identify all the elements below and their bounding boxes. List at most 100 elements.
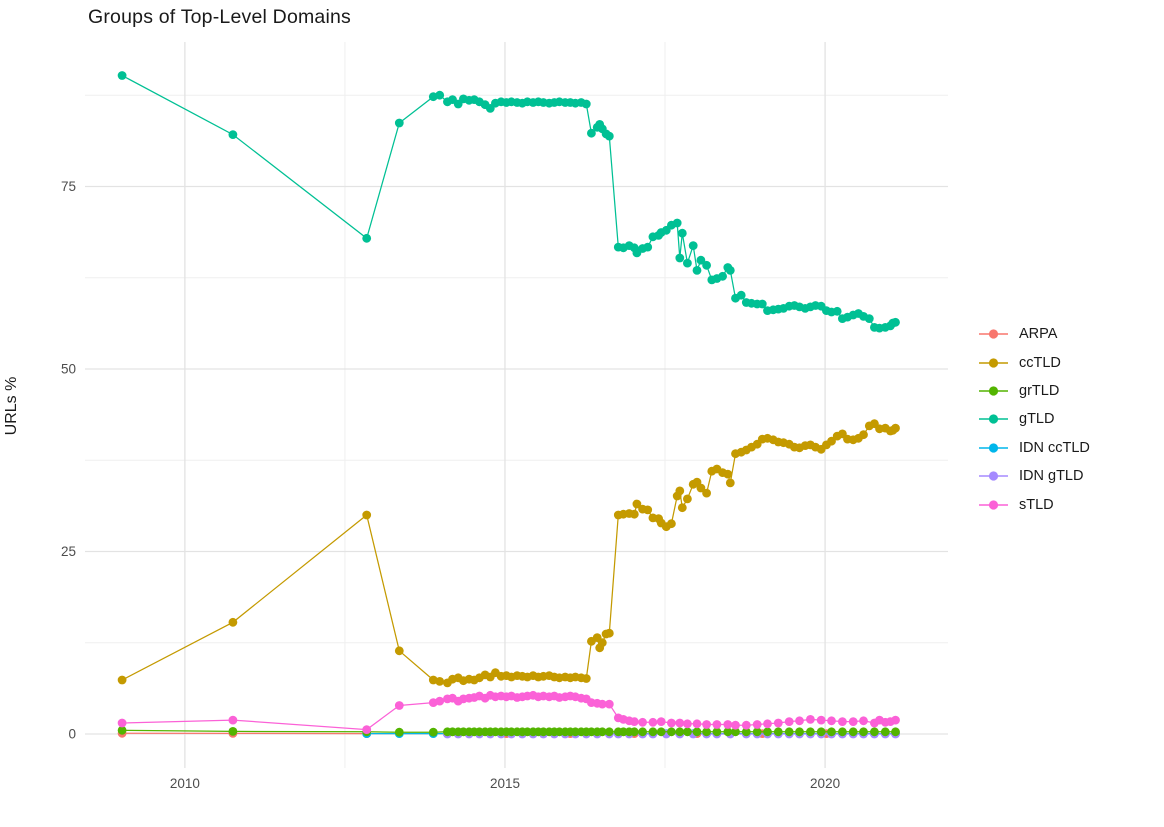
series-cctld-point	[597, 638, 607, 648]
series-grtld-point	[827, 727, 836, 737]
legend-key-point	[988, 357, 999, 368]
legend-key-point	[988, 386, 999, 396]
series-grtld-point	[859, 727, 868, 737]
series-grtld-point	[638, 727, 647, 737]
series-stld-point	[773, 718, 783, 728]
series-stld-point	[597, 699, 607, 709]
legend-item-arpa: ARPA	[977, 320, 1090, 348]
series-gtld-point	[604, 131, 614, 141]
series-gtld-point	[581, 99, 591, 109]
series-gtld-point	[675, 253, 685, 263]
series-stld-point	[859, 716, 868, 726]
legend-item-label: ccTLD	[1019, 354, 1061, 371]
series-gtld-point	[832, 306, 842, 316]
series-stld-point	[816, 715, 826, 725]
series-grtld-point	[683, 727, 692, 737]
series-stld-point	[806, 715, 815, 724]
series-grtld-point	[604, 727, 614, 737]
legend-key-icon-gtld	[979, 414, 1008, 424]
series-stld-point	[723, 720, 733, 729]
series-grtld-point	[723, 727, 733, 737]
series-cctld-point	[629, 509, 639, 519]
series-cctld-point	[117, 675, 127, 685]
series-gtld-point	[683, 258, 692, 268]
gridlines-major	[85, 42, 948, 768]
series-gtld-point	[718, 271, 727, 281]
series-gtld-point	[696, 255, 706, 265]
series-grtld-point	[428, 727, 438, 737]
series-stld-point	[683, 719, 692, 729]
legend-item-label: ARPA	[1019, 326, 1058, 343]
series-cctld-point	[891, 423, 900, 433]
series-grtld-point	[806, 727, 815, 737]
series-gtld-point	[736, 290, 746, 300]
series-gtld-point	[362, 233, 372, 243]
series-gtld-point	[677, 228, 687, 238]
series-gtld-point	[643, 242, 653, 252]
legend-key-icon-stld	[979, 499, 1008, 510]
series-cctld-point	[702, 488, 711, 498]
legend-item-gtld: gTLD	[977, 405, 1090, 433]
legend-item-label: grTLD	[1019, 382, 1060, 399]
series-grtld-point	[702, 727, 711, 737]
series-stld-point	[702, 720, 711, 729]
series-stld-point	[656, 717, 666, 726]
series-grtld-point	[848, 727, 858, 737]
x-tick-label: 2010	[170, 776, 200, 791]
y-tick-label: 0	[68, 726, 76, 741]
series-gtld-point	[702, 260, 711, 270]
series-stld-point	[692, 719, 702, 729]
series-stld-point	[795, 716, 804, 726]
legend-key-point	[988, 443, 999, 453]
series-stld-point	[731, 720, 740, 730]
series-cctld-point	[643, 505, 653, 515]
y-tick-label: 25	[61, 544, 76, 559]
series-gtld-point	[672, 218, 682, 228]
y-axis-tick-labels: 0 25 50 75	[61, 179, 76, 742]
series-stld-point	[362, 725, 372, 734]
series-gtld-point	[435, 90, 445, 100]
series-cctld-point	[581, 674, 591, 683]
legend-item-stld: sTLD	[977, 490, 1090, 518]
series-gtld	[117, 71, 900, 333]
series-grtld-point	[656, 727, 666, 737]
legend-item-label: gTLD	[1019, 411, 1055, 428]
series-cctld-point	[683, 494, 692, 504]
series-grtld-point	[117, 725, 127, 735]
series-cctld	[117, 419, 900, 688]
series-grtld-point	[741, 727, 751, 737]
legend-item-label: IDN ccTLD	[1019, 439, 1090, 456]
legend-item-idn-gtld: IDN gTLD	[977, 462, 1090, 490]
series-grtld-point	[692, 727, 702, 737]
series-grtld-point	[712, 727, 722, 737]
legend-item-idn-cctld: IDN ccTLD	[977, 434, 1090, 462]
y-tick-label: 50	[61, 361, 76, 376]
series-cctld-point	[604, 628, 614, 638]
legend-key-icon-idn-cctld	[979, 443, 1008, 453]
legend: ARPA ccTLD grTLD gTLD IDN ccTLD IDN gTLD sTLD	[977, 320, 1090, 519]
series-grtld-point	[784, 727, 794, 737]
series-cctld-line	[121, 422, 896, 684]
series-stld-point	[827, 716, 836, 726]
series-cctld-point	[675, 486, 685, 496]
legend-item-grtld: grTLD	[977, 377, 1090, 405]
series-cctld-point	[228, 617, 238, 627]
series-grtld-point	[880, 727, 890, 737]
series-gtld-point	[864, 314, 874, 323]
series-cctld-point	[723, 469, 733, 479]
x-tick-label: 2015	[490, 776, 520, 791]
series-grtld-point	[773, 727, 783, 737]
series-stld-point	[604, 699, 614, 709]
series-cctld-point	[362, 510, 372, 520]
series-stld-point	[648, 717, 658, 727]
legend-key-point	[988, 499, 999, 510]
series-cctld-point	[435, 677, 445, 686]
series-stld-point	[752, 720, 762, 729]
series-grtld-point	[731, 727, 740, 737]
series-stld-point	[838, 717, 847, 726]
series-gtld-point	[228, 130, 238, 140]
series-cctld-point	[632, 499, 642, 509]
series-layer	[117, 71, 900, 739]
series-stld-point	[435, 696, 445, 706]
series-stld-point	[741, 720, 751, 730]
